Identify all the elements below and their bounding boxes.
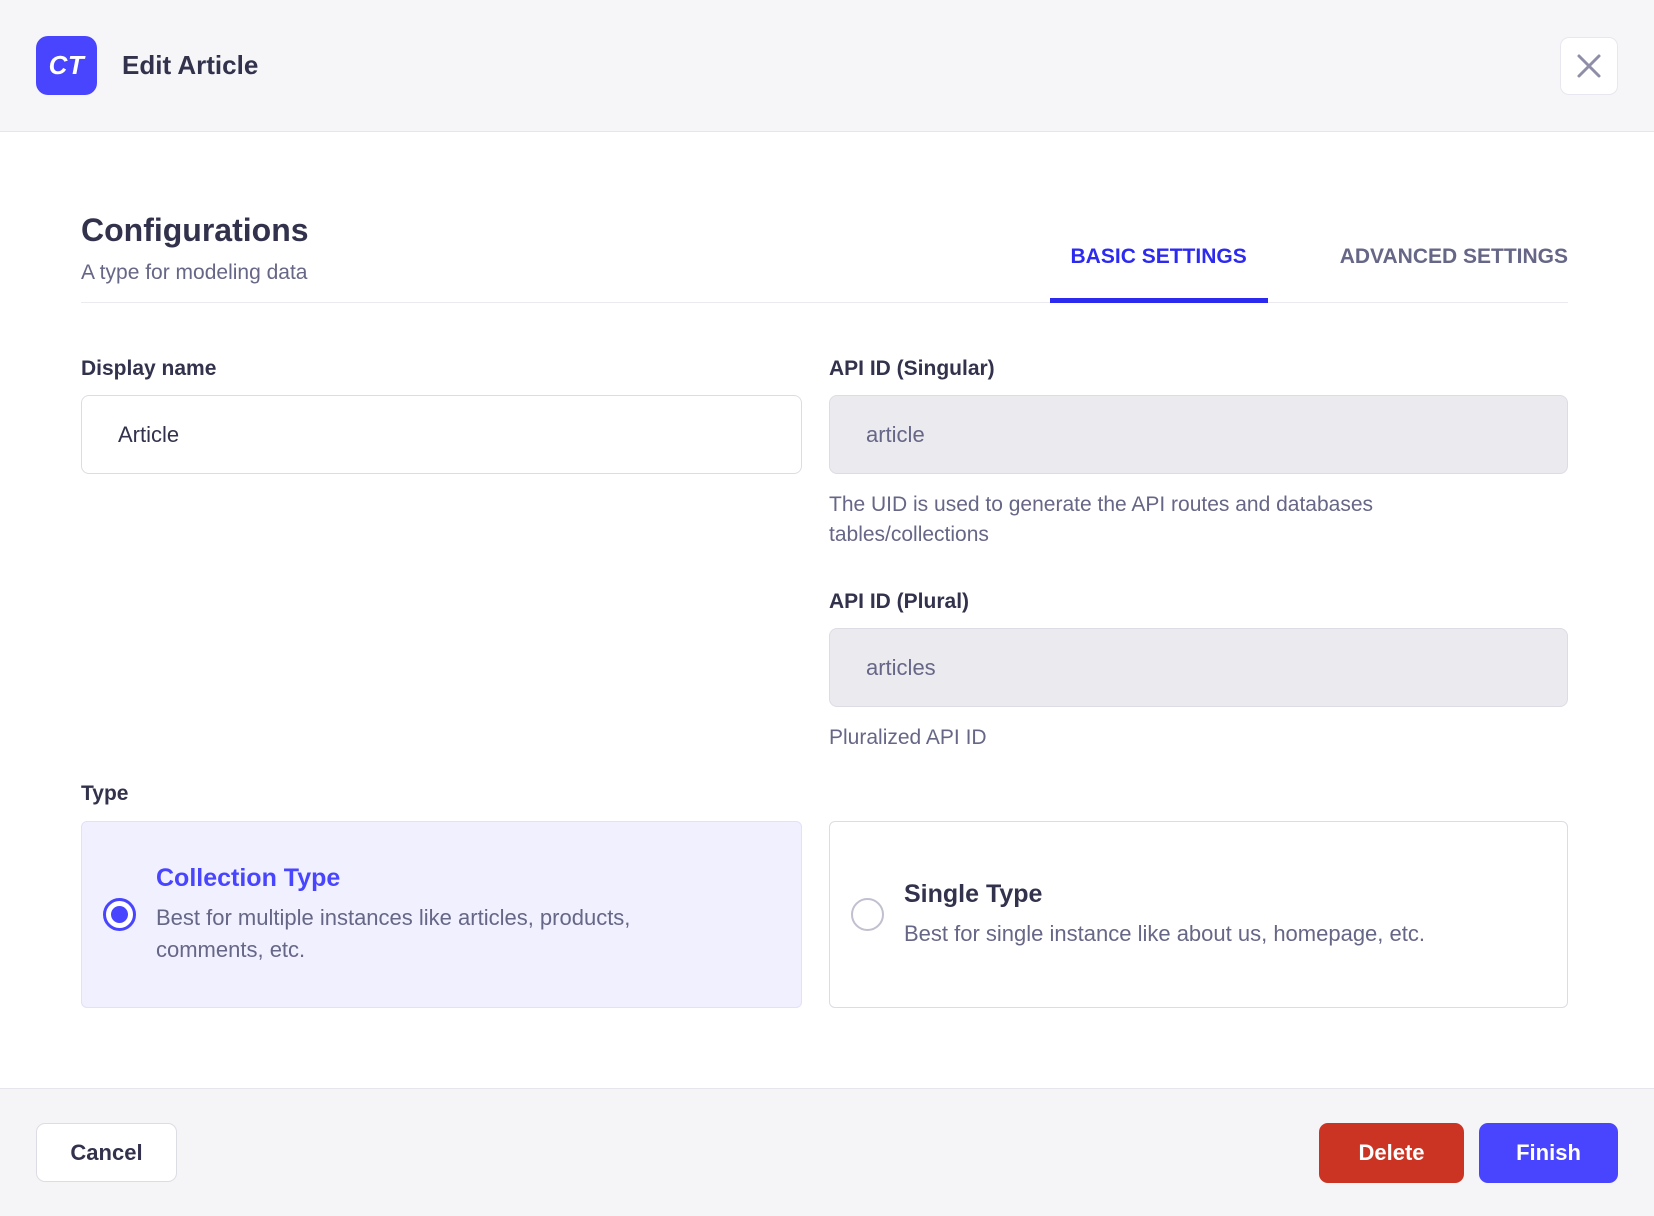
collection-type-card[interactable]: Collection Type Best for multiple instan… xyxy=(81,821,802,1008)
single-type-description: Best for single instance like about us, … xyxy=(904,920,1425,946)
left-column: Display name xyxy=(81,357,802,753)
tab-basic-settings[interactable]: BASIC SETTINGS xyxy=(1049,245,1268,303)
tab-advanced-settings[interactable]: ADVANCED SETTINGS xyxy=(1339,245,1568,268)
collection-type-title: Collection Type xyxy=(156,863,341,892)
delete-button[interactable]: Delete xyxy=(1319,1122,1464,1183)
cancel-button[interactable]: Cancel xyxy=(36,1123,177,1182)
api-id-plural-field-group: API ID (Plural) Pluralized API ID xyxy=(829,590,1568,753)
configurations-header-row: Configurations A type for modeling data … xyxy=(81,212,1568,303)
collection-type-description: Best for multiple instances like article… xyxy=(156,904,631,962)
api-id-plural-input xyxy=(829,628,1568,707)
display-name-label: Display name xyxy=(81,357,217,380)
configuration-form: Display name API ID (Singular) The UID i… xyxy=(81,357,1568,753)
settings-tabs: BASIC SETTINGS ADVANCED SETTINGS xyxy=(1049,245,1568,303)
single-type-radio[interactable] xyxy=(851,898,884,931)
finish-button[interactable]: Finish xyxy=(1479,1122,1618,1183)
configurations-subtitle: A type for modeling data xyxy=(81,261,308,284)
api-id-plural-label: API ID (Plural) xyxy=(829,590,970,613)
content-type-badge-icon: CT xyxy=(36,36,97,95)
single-type-card[interactable]: Single Type Best for single instance lik… xyxy=(829,821,1568,1008)
radio-dot xyxy=(111,906,128,923)
single-type-text: Single Type Best for single instance lik… xyxy=(904,880,1425,950)
display-name-input[interactable] xyxy=(81,395,802,474)
api-id-plural-helper: Pluralized API ID xyxy=(829,726,987,749)
api-id-singular-helper: The UID is used to generate the API rout… xyxy=(829,493,1374,546)
modal-title: Edit Article xyxy=(122,50,259,80)
collection-type-radio[interactable] xyxy=(103,898,136,931)
close-button[interactable] xyxy=(1560,36,1618,95)
modal-footer: Cancel Delete Finish xyxy=(0,1088,1654,1216)
type-options: Collection Type Best for multiple instan… xyxy=(81,821,1568,1008)
right-column: API ID (Singular) The UID is used to gen… xyxy=(829,357,1568,753)
modal-body: Configurations A type for modeling data … xyxy=(0,132,1654,1088)
configurations-title: Configurations xyxy=(81,212,309,248)
api-id-singular-input xyxy=(829,395,1568,474)
type-label: Type xyxy=(81,782,129,805)
type-section: Type Collection Type Best for multiple i… xyxy=(81,781,1568,1008)
collection-type-text: Collection Type Best for multiple instan… xyxy=(156,864,716,966)
display-name-field-group: Display name xyxy=(81,357,802,474)
api-id-singular-field-group: API ID (Singular) The UID is used to gen… xyxy=(829,357,1568,550)
single-type-title: Single Type xyxy=(904,879,1043,908)
close-icon xyxy=(1576,53,1602,79)
modal-header: CT Edit Article xyxy=(0,0,1654,132)
configurations-titles: Configurations A type for modeling data xyxy=(81,212,309,302)
api-id-singular-label: API ID (Singular) xyxy=(829,357,995,380)
